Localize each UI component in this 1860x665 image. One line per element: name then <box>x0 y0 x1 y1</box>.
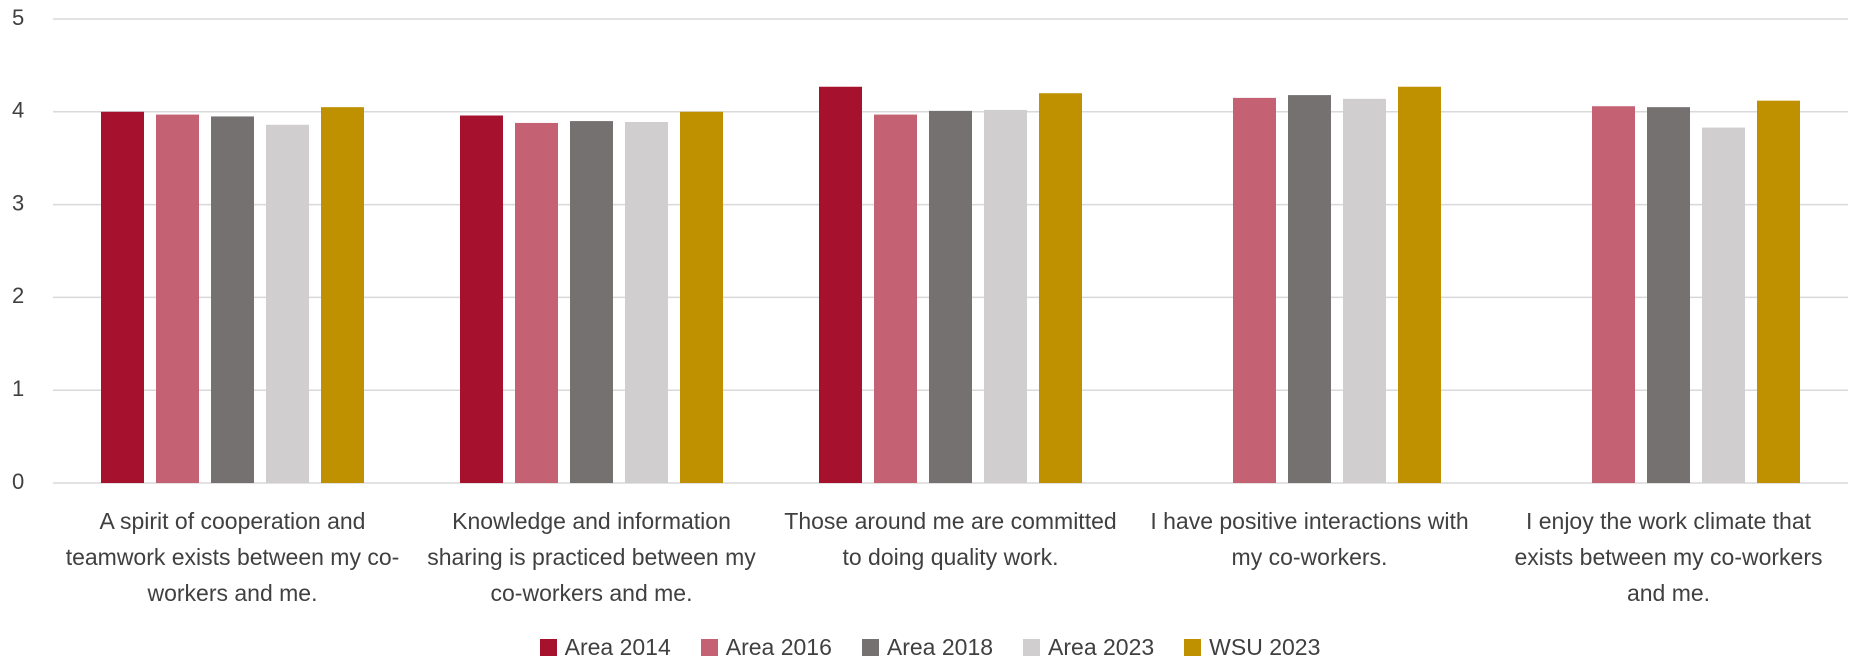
bar <box>515 122 558 483</box>
bar <box>625 122 668 484</box>
legend: Area 2014 Area 2016 Area 2018 Area 2023 WSU … <box>0 634 1860 661</box>
x-tick-label: I enjoy the work climate that exists bet… <box>1514 508 1823 606</box>
legend-swatch <box>1184 639 1202 656</box>
legend-item: Area 2014 <box>539 634 671 661</box>
y-tick-label: 1 <box>12 376 24 401</box>
bar <box>460 115 503 484</box>
bar <box>1702 127 1745 484</box>
legend-label: Area 2016 <box>725 634 832 660</box>
legend-label: Area 2018 <box>886 634 994 660</box>
legend-swatch <box>861 639 879 656</box>
bar <box>1398 86 1441 483</box>
bar <box>874 114 917 484</box>
bar <box>1592 106 1635 484</box>
bar <box>321 107 364 483</box>
bar <box>101 111 144 484</box>
y-tick-label: 3 <box>12 190 24 215</box>
y-tick-label: 4 <box>12 98 24 123</box>
bar <box>819 86 862 483</box>
x-tick-label: Knowledge and information sharing is pra… <box>427 508 756 606</box>
bar <box>680 111 723 484</box>
legend-swatch <box>1023 639 1041 656</box>
y-tick-label: 2 <box>12 283 24 308</box>
x-tick-label: I have positive interactions with my co-… <box>1150 508 1469 570</box>
legend-label: Area 2014 <box>564 634 671 660</box>
bar <box>156 114 199 484</box>
legend-label: WSU 2023 <box>1209 634 1321 660</box>
y-tick-label: 0 <box>12 469 24 494</box>
legend-item: Area 2016 <box>700 634 832 661</box>
bar <box>1757 100 1800 483</box>
legend-label: Area 2023 <box>1048 634 1155 660</box>
bar <box>570 121 613 483</box>
bar <box>1343 98 1386 484</box>
bar <box>1039 93 1082 484</box>
legend-item: Area 2018 <box>861 634 994 661</box>
legend-swatch <box>700 639 718 656</box>
bar <box>984 109 1027 483</box>
legend-item: WSU 2023 <box>1184 634 1320 661</box>
bar <box>929 110 972 483</box>
y-tick-label: 5 <box>12 5 24 30</box>
bar <box>211 116 254 483</box>
bar <box>266 124 309 484</box>
x-tick-label: Those around me are committed to doing q… <box>784 508 1117 570</box>
legend-item: Area 2023 <box>1023 634 1154 661</box>
bar <box>1233 97 1276 483</box>
bar <box>1647 107 1690 483</box>
x-tick-label: A spirit of cooperation and teamwork exi… <box>65 508 400 606</box>
legend-swatch <box>539 639 557 656</box>
bar <box>1288 95 1331 483</box>
